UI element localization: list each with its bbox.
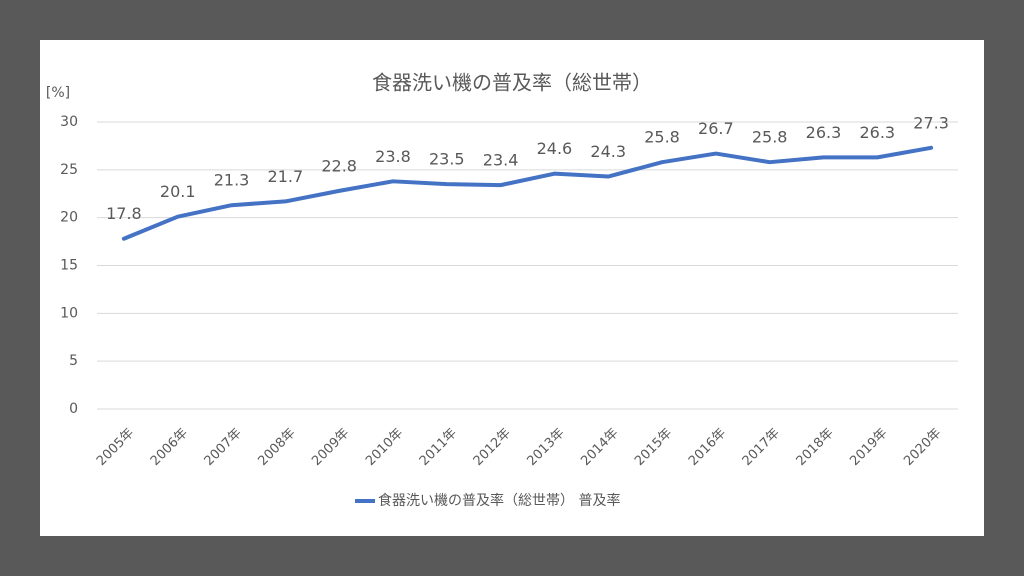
data-label: 21.7 xyxy=(268,167,304,186)
y-tick-label: 15 xyxy=(60,258,78,274)
data-label: 25.8 xyxy=(644,128,680,147)
data-label: 17.8 xyxy=(106,204,142,223)
y-tick-label: 20 xyxy=(60,210,78,226)
y-tick-label: 25 xyxy=(60,162,78,178)
data-label: 23.4 xyxy=(483,151,519,170)
data-label: 23.8 xyxy=(375,147,411,166)
data-label: 21.3 xyxy=(214,171,250,190)
y-tick-label: 10 xyxy=(60,305,78,321)
data-label: 22.8 xyxy=(321,156,357,175)
data-label: 27.3 xyxy=(913,113,949,132)
data-label: 24.3 xyxy=(590,142,626,161)
chart-panel xyxy=(40,40,984,536)
chart-title: 食器洗い機の普及率（総世帯） xyxy=(372,71,652,95)
data-label: 26.3 xyxy=(806,123,842,142)
y-axis-label: [%] xyxy=(46,85,70,101)
data-label: 25.8 xyxy=(752,128,788,147)
data-line xyxy=(121,145,934,241)
legend-label: 食器洗い機の普及率（総世帯） 普及率 xyxy=(378,492,620,509)
data-label: 23.5 xyxy=(429,150,465,169)
data-label: 24.6 xyxy=(537,139,573,158)
y-tick-label: 30 xyxy=(60,114,78,130)
data-label: 26.7 xyxy=(698,119,734,138)
data-label: 20.1 xyxy=(160,182,196,201)
data-label: 26.3 xyxy=(859,123,895,142)
y-tick-label: 0 xyxy=(69,401,78,417)
y-tick-label: 5 xyxy=(69,353,78,369)
